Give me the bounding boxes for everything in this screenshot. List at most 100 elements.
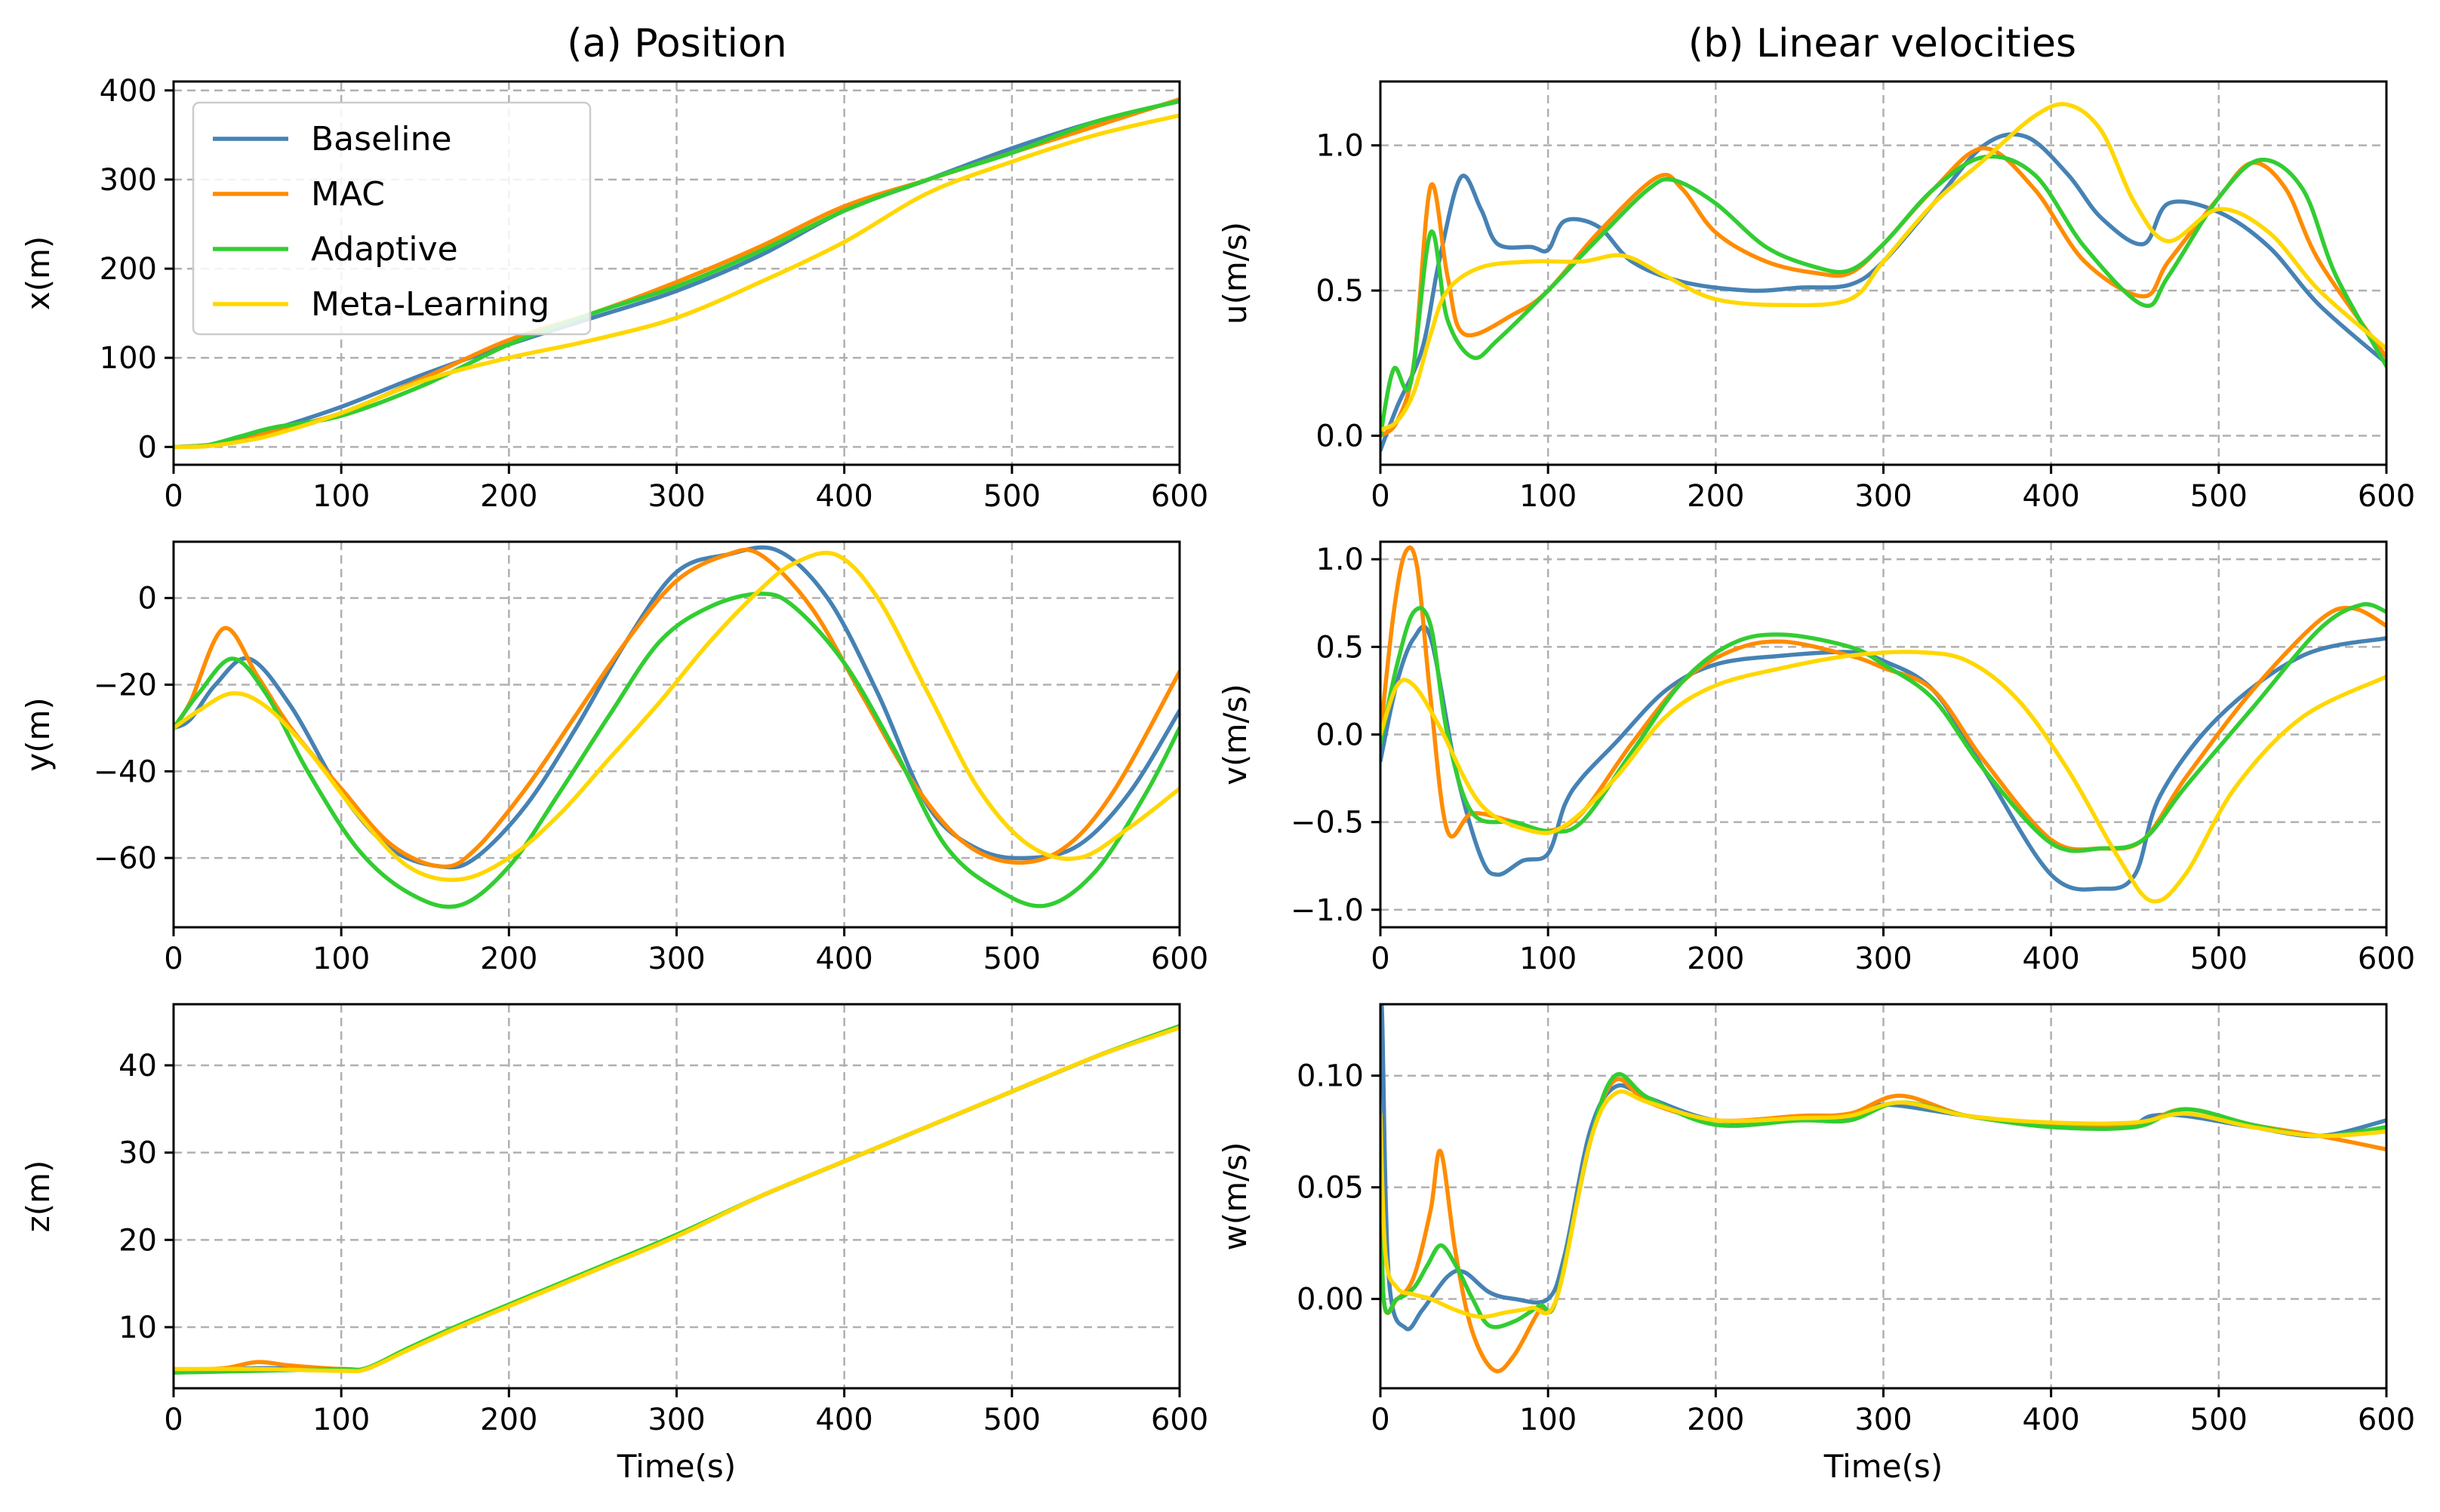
- series-line-mac: [174, 547, 1180, 869]
- x-tick-label: 600: [1151, 479, 1208, 514]
- y-axis-label: w(m/s): [1217, 1142, 1254, 1250]
- y-tick-label: 30: [118, 1136, 157, 1171]
- series-line-baseline: [1380, 132, 2386, 453]
- y-axis-label: z(m): [20, 1160, 57, 1233]
- x-tick-label: 300: [1854, 1403, 1912, 1437]
- y-tick-label: 0: [138, 582, 157, 616]
- x-tick-label: 600: [2358, 942, 2415, 976]
- panel-v: 0 100 200 300 400 500 600 −1.0 −0.5 0.0 0.5 1.0 v(m/…: [1217, 540, 2415, 976]
- x-tick-label: 400: [2022, 1403, 2079, 1437]
- x-tick-label: 400: [815, 479, 872, 514]
- x-tick-label: 600: [2358, 1403, 2415, 1437]
- x-tick-label: 0: [1371, 942, 1389, 976]
- x-axis-label: Time(s): [617, 1448, 736, 1485]
- y-tick-label: −0.5: [1291, 806, 1364, 841]
- y-axis-label: v(m/s): [1217, 684, 1254, 785]
- y-axis-label: u(m/s): [1217, 222, 1254, 324]
- series-line-adaptive: [174, 592, 1180, 909]
- y-tick-label: 0.0: [1315, 419, 1364, 454]
- x-tick-label: 400: [2022, 942, 2079, 976]
- y-tick-label: 10: [118, 1311, 157, 1345]
- y-tick-label: 200: [100, 252, 157, 287]
- series-line-mac: [1380, 545, 2386, 852]
- x-tick-label: 200: [1687, 942, 1744, 976]
- x-tick-label: 500: [2190, 942, 2248, 976]
- x-tick-label: 0: [164, 942, 183, 976]
- series-line-meta-learning: [174, 1025, 1180, 1374]
- series-line-adaptive: [1380, 154, 2386, 438]
- column-title-linear-velocities: (b) Linear velocities: [1688, 21, 2076, 66]
- x-tick-label: 300: [648, 942, 705, 976]
- panel-y: 0 100 200 300 400 500 600 −60 −40 −20 0 y(m): [20, 540, 1208, 976]
- y-tick-label: 400: [100, 74, 157, 109]
- y-tick-label: 0.00: [1297, 1283, 1364, 1317]
- x-tick-label: 600: [1151, 1403, 1208, 1437]
- x-tick-label: 600: [1151, 942, 1208, 976]
- x-tick-label: 100: [1519, 479, 1577, 514]
- x-tick-label: 0: [164, 479, 183, 514]
- y-tick-label: 300: [100, 163, 157, 198]
- x-tick-label: 200: [480, 1403, 537, 1437]
- x-tick-label: 0: [164, 1403, 183, 1437]
- x-tick-label: 500: [983, 1403, 1041, 1437]
- x-tick-label: 300: [648, 479, 705, 514]
- series-line-adaptive: [1380, 1072, 2386, 1329]
- series-line-meta-learning: [174, 113, 1180, 450]
- y-tick-label: −60: [94, 841, 157, 876]
- y-tick-label: 0.0: [1315, 718, 1364, 753]
- x-tick-label: 100: [312, 942, 370, 976]
- y-tick-label: 40: [118, 1049, 157, 1083]
- legend-label: Meta-Learning: [311, 285, 549, 324]
- legend-label: MAC: [311, 175, 385, 214]
- y-axis-label: x(m): [20, 236, 57, 311]
- y-tick-label: 0.10: [1297, 1059, 1364, 1094]
- x-tick-label: 500: [2190, 479, 2248, 514]
- panel-w: 0 100 200 300 400 500 600 0.00 0.05 0.10 w(m/s) Tim…: [1217, 1003, 2415, 1485]
- legend-label: Adaptive: [311, 230, 458, 269]
- x-tick-label: 100: [1519, 942, 1577, 976]
- legend: Baseline MAC Adaptive Meta-Learning: [192, 101, 592, 336]
- y-axis-label: y(m): [20, 697, 57, 772]
- x-axis-label: Time(s): [1823, 1448, 1943, 1485]
- panel-x: 0 100 200 300 400 500 600 0 100 200 300 400 x(m): [20, 74, 1208, 514]
- x-tick-label: 100: [312, 479, 370, 514]
- panel-u: 0 100 200 300 400 500 600 0.0 0.5 1.0 u(m/s): [1217, 80, 2415, 514]
- x-tick-label: 300: [1854, 942, 1912, 976]
- x-tick-label: 100: [312, 1403, 370, 1437]
- y-tick-label: 0.05: [1297, 1171, 1364, 1206]
- x-tick-label: 0: [1371, 1403, 1389, 1437]
- x-tick-label: 600: [2358, 479, 2415, 514]
- x-tick-label: 200: [480, 942, 537, 976]
- y-tick-label: −40: [94, 754, 157, 789]
- x-tick-label: 300: [648, 1403, 705, 1437]
- series-line-meta-learning: [1380, 102, 2386, 432]
- series-line-meta-learning: [1380, 1089, 2386, 1320]
- series-line-meta-learning: [1380, 650, 2386, 904]
- x-tick-label: 100: [1519, 1403, 1577, 1437]
- y-tick-label: 0.5: [1315, 274, 1364, 309]
- x-tick-label: 400: [815, 1403, 872, 1437]
- y-tick-label: 1.0: [1315, 542, 1364, 577]
- x-tick-label: 400: [815, 942, 872, 976]
- x-tick-label: 300: [1854, 479, 1912, 514]
- y-tick-label: −20: [94, 668, 157, 702]
- series-line-adaptive: [174, 99, 1180, 450]
- y-tick-label: 20: [118, 1223, 157, 1258]
- y-tick-label: −1.0: [1291, 893, 1364, 928]
- legend-box: [192, 101, 592, 336]
- x-tick-label: 200: [480, 479, 537, 514]
- x-tick-label: 0: [1371, 479, 1389, 514]
- x-tick-label: 200: [1687, 1403, 1744, 1437]
- x-tick-label: 500: [983, 942, 1041, 976]
- y-tick-label: 1.0: [1315, 129, 1364, 164]
- panel-z: 0 100 200 300 400 500 600 10 20 30 40 z(m) Time(s): [20, 1003, 1208, 1485]
- y-tick-label: 0.5: [1315, 630, 1364, 665]
- x-tick-label: 500: [983, 479, 1041, 514]
- x-tick-label: 500: [2190, 1403, 2248, 1437]
- y-tick-label: 0: [138, 430, 157, 465]
- series-line-adaptive: [1380, 602, 2386, 853]
- x-tick-label: 200: [1687, 479, 1744, 514]
- legend-label: Baseline: [311, 120, 452, 158]
- column-title-position: (a) Position: [567, 21, 786, 66]
